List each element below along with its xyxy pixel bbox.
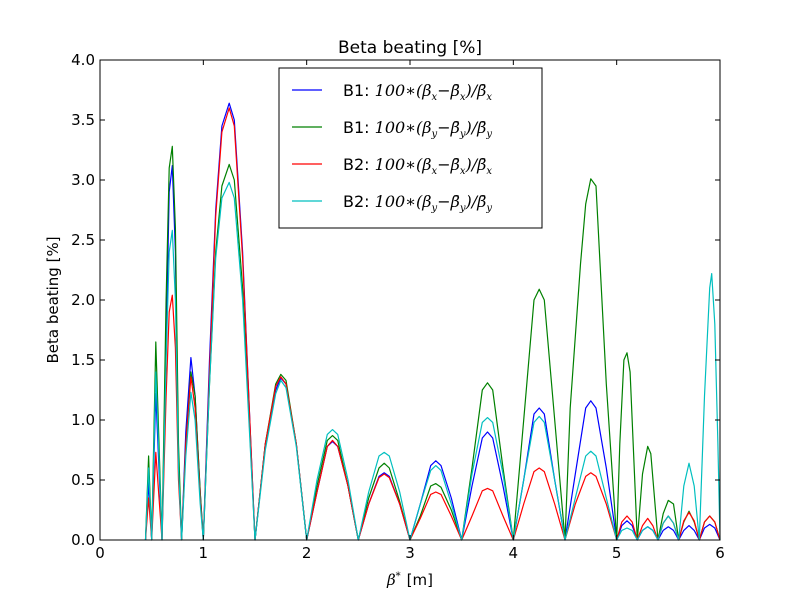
y-tick-label: 2.5 — [71, 231, 95, 249]
legend: B1: 100∗(βx−β̄x)/β̄x B1: 100∗(βy−β̄y)/β̄y… — [278, 67, 543, 229]
x-axis-label-sup: * — [396, 571, 401, 582]
x-axis-ticks: 0 1 2 3 4 5 6 — [95, 60, 725, 562]
legend-label-2: B1: 100∗(βy−β̄y)/β̄y — [343, 118, 492, 140]
series-line-4 — [144, 181, 721, 541]
x-tick-label: 3 — [405, 544, 415, 562]
legend-label-3: B2: 100∗(βx−β̄x)/β̄x — [343, 155, 492, 177]
x-axis-label-unit: [m] — [407, 571, 433, 589]
y-tick-label: 1.0 — [71, 411, 95, 429]
x-axis-label-symbol: β — [386, 571, 396, 589]
y-tick-label: 3.5 — [71, 111, 95, 129]
y-axis-ticks: 0.0 0.5 1.0 1.5 2.0 2.5 3.0 3.5 4.0 — [71, 51, 720, 549]
x-tick-label: 4 — [509, 544, 519, 562]
legend-label-1: B1: 100∗(βx−β̄x)/β̄x — [343, 81, 492, 103]
legend-box — [278, 67, 543, 229]
series-layer — [144, 102, 721, 541]
y-tick-label: 0.5 — [71, 471, 95, 489]
x-tick-label: 6 — [715, 544, 725, 562]
y-tick-label: 1.5 — [71, 351, 95, 369]
y-tick-label: 0.0 — [71, 531, 95, 549]
x-tick-label: 0 — [95, 544, 105, 562]
chart-title: Beta beating [%] — [338, 38, 482, 58]
x-tick-label: 1 — [199, 544, 209, 562]
x-axis-label: β* [m] — [386, 571, 433, 589]
y-tick-label: 3.0 — [71, 171, 95, 189]
y-tick-label: 4.0 — [71, 51, 95, 69]
x-tick-label: 5 — [612, 544, 622, 562]
y-tick-label: 2.0 — [71, 291, 95, 309]
y-axis-label: Beta beating [%] — [44, 236, 62, 363]
x-tick-label: 2 — [302, 544, 312, 562]
legend-label-4: B2: 100∗(βy−β̄y)/β̄y — [343, 192, 492, 214]
